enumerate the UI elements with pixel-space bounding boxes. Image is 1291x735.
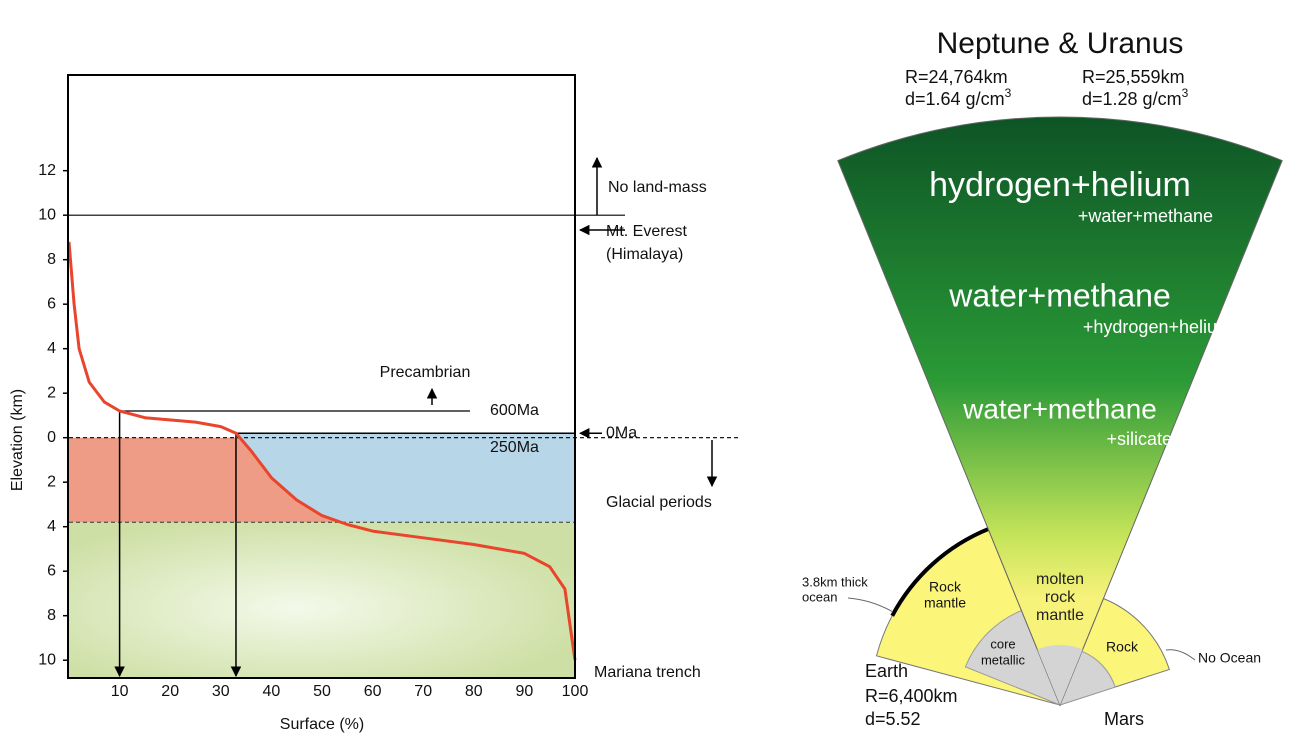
annotation: No land-mass — [608, 179, 707, 196]
diagram-title: Neptune & Uranus — [937, 27, 1184, 60]
diagram-label: rock — [1045, 589, 1076, 606]
planet-radius: R=24,764km — [905, 67, 1008, 87]
annotation: Precambrian — [380, 364, 471, 381]
diagram-label: d=5.52 — [865, 709, 921, 729]
x-axis-label: Surface (%) — [280, 716, 364, 733]
y-tick-label: 10 — [38, 206, 56, 223]
layer-label: water+methane — [962, 393, 1157, 424]
planet-density: d=1.28 g/cm3 — [1082, 86, 1189, 109]
diagram-label: mantle — [924, 595, 966, 611]
diagram-label: No Ocean — [1198, 650, 1261, 666]
y-tick-label: 2 — [47, 384, 56, 401]
x-tick-label: 70 — [414, 683, 432, 700]
x-tick-label: 10 — [111, 683, 129, 700]
annotation: Mariana trench — [594, 664, 701, 681]
y-tick-label: 6 — [47, 295, 56, 312]
leader-line — [1166, 650, 1195, 660]
layer-label: water+methane — [948, 277, 1170, 313]
y-tick-label: 6 — [47, 562, 56, 579]
planet-diagram: Neptune & Uranus R=24,764km d=1.64 g/cm3… — [802, 27, 1282, 729]
diagram-label: mantle — [1036, 607, 1084, 624]
figure: Elevation (km) Surface (%) No land-mass … — [0, 0, 1291, 735]
y-axis-label: Elevation (km) — [9, 389, 26, 491]
x-tick-label: 30 — [212, 683, 230, 700]
diagram-label: metallic — [981, 652, 1026, 667]
page: {"chart_data": {"type": "line", "x_label… — [0, 0, 1291, 735]
y-tick-label: 10 — [38, 651, 56, 668]
diagram-label: ocean — [802, 589, 837, 604]
density: d=1.28 g/cm — [1082, 89, 1182, 109]
x-tick-label: 50 — [313, 683, 331, 700]
annotation: Mt. Everest — [606, 223, 687, 240]
density: d=1.64 g/cm — [905, 89, 1005, 109]
superscript: 3 — [1182, 86, 1189, 100]
annotation: Glacial periods — [606, 494, 712, 511]
layer-sublabel: +water+methane — [1078, 206, 1213, 226]
x-tick-label: 60 — [364, 683, 382, 700]
level-label: 250Ma — [490, 439, 539, 456]
leader-line — [848, 598, 893, 612]
x-tick-label: 80 — [465, 683, 483, 700]
diagram-label: Rock — [929, 579, 962, 595]
diagram-label: R=6,400km — [865, 686, 958, 706]
y-tick-label: 2 — [47, 473, 56, 490]
level-label: 0Ma — [606, 424, 637, 441]
layer-sublabel: +silicate — [1106, 429, 1172, 449]
x-tick-label: 40 — [263, 683, 281, 700]
planet-radius: R=25,559km — [1082, 67, 1185, 87]
y-tick-label: 8 — [47, 251, 56, 268]
y-tick-label: 0 — [47, 429, 56, 446]
layer-label: hydrogen+helium — [929, 166, 1191, 204]
level-label: 600Ma — [490, 402, 539, 419]
y-tick-label: 12 — [38, 162, 56, 179]
diagram-label: core — [990, 636, 1015, 651]
diagram-label: 3.8km thick — [802, 574, 868, 589]
hypsometric-chart: Elevation (km) Surface (%) No land-mass … — [9, 75, 740, 733]
layer-sublabel: +hydrogen+helium — [1083, 317, 1232, 337]
diagram-label: Earth — [865, 661, 908, 681]
planet-density: d=1.64 g/cm3 — [905, 86, 1012, 109]
y-tick-label: 4 — [47, 518, 56, 535]
y-tick-label: 8 — [47, 607, 56, 624]
diagram-label: molten — [1036, 571, 1084, 588]
superscript: 3 — [1005, 86, 1012, 100]
deep-region — [69, 522, 575, 678]
diagram-label: Mars — [1104, 709, 1144, 729]
x-tick-label: 20 — [161, 683, 179, 700]
annotation: (Himalaya) — [606, 246, 683, 263]
diagram-label: Rock — [1106, 639, 1139, 655]
x-tick-label: 100 — [562, 683, 589, 700]
x-tick-label: 90 — [516, 683, 534, 700]
y-tick-label: 4 — [47, 340, 56, 357]
